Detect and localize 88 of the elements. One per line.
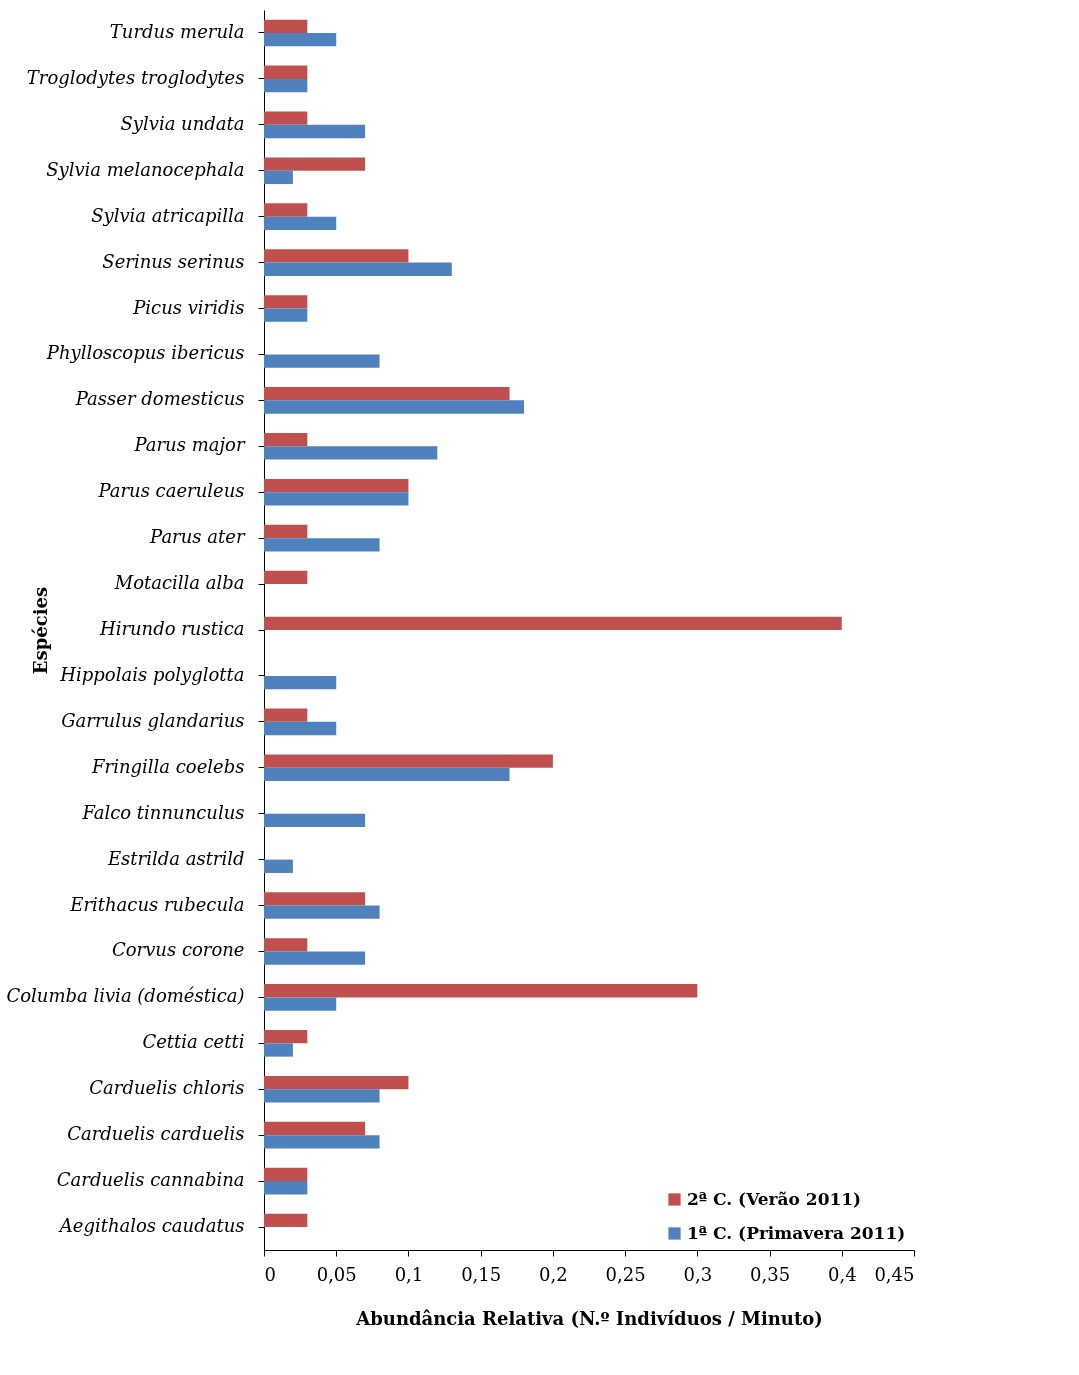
y-tick-label: Motacilla alba xyxy=(113,572,245,594)
bar xyxy=(264,446,438,460)
y-tick-label: Turdus merula xyxy=(109,20,245,42)
bar xyxy=(264,387,510,401)
bar xyxy=(264,19,308,33)
bar xyxy=(264,1121,366,1136)
y-tick-label: Aegithalos caudatus xyxy=(57,1215,245,1237)
y-tick-label: Sylvia melanocephala xyxy=(46,158,245,180)
bar xyxy=(264,892,366,906)
x-tick-label: 0,45 xyxy=(874,1263,915,1285)
y-tick-label: Parus ater xyxy=(149,526,246,548)
bar xyxy=(264,216,337,230)
bar xyxy=(264,295,308,309)
bar xyxy=(264,997,337,1011)
x-tick-label: 0,1 xyxy=(394,1263,424,1285)
bar xyxy=(264,157,366,171)
y-tick-label: Carduelis cannabina xyxy=(56,1169,245,1191)
bar xyxy=(264,432,308,447)
bar xyxy=(264,1030,308,1044)
bar xyxy=(264,78,308,93)
bar xyxy=(264,1167,308,1182)
bar xyxy=(264,354,380,368)
bar xyxy=(264,984,698,998)
x-tick-label: 0,3 xyxy=(683,1263,713,1285)
bar xyxy=(264,570,308,585)
y-tick-label: Troglodytes troglodytes xyxy=(26,66,245,88)
x-tick-label: 0 xyxy=(264,1263,276,1285)
bar xyxy=(264,721,337,736)
y-tick-label: Erithacus rubecula xyxy=(69,893,245,915)
bar xyxy=(264,905,380,919)
y-tick-label: Falco tinnunculus xyxy=(81,801,245,823)
y-tick-label: Corvus corone xyxy=(111,939,245,961)
bar xyxy=(264,170,293,185)
bar xyxy=(264,400,524,414)
x-tick-label: 0,05 xyxy=(316,1263,357,1285)
bar xyxy=(264,1181,308,1195)
bar xyxy=(264,538,380,552)
x-tick-label: 0,2 xyxy=(539,1263,568,1285)
bar xyxy=(264,1213,308,1228)
bar xyxy=(264,951,366,965)
bar xyxy=(264,203,308,217)
bar xyxy=(264,524,308,539)
bar xyxy=(264,1075,409,1090)
bar xyxy=(264,708,308,722)
y-tick-label: Passer domesticus xyxy=(74,388,245,410)
bar xyxy=(264,65,308,79)
bar xyxy=(264,859,293,873)
y-tick-label: Garrulus glandarius xyxy=(61,709,245,731)
y-tick-label: Parus caeruleus xyxy=(97,480,245,502)
y-tick-label: Sylvia undata xyxy=(120,112,245,134)
bar xyxy=(264,492,409,506)
bar xyxy=(264,813,366,828)
bar xyxy=(264,478,409,493)
y-tick-label: Hippolais polyglotta xyxy=(59,663,245,685)
y-tick-label: Hirundo rustica xyxy=(98,618,245,639)
y-tick-label: Fringilla coelebs xyxy=(91,755,245,777)
bar xyxy=(264,675,337,690)
x-tick-label: 0,25 xyxy=(605,1263,646,1285)
y-tick-label: Phylloscopus ibericus xyxy=(45,342,245,364)
x-axis-title: Abundância Relativa (N.º Indivíduos / Minuto) xyxy=(355,1307,823,1329)
bar xyxy=(264,262,452,276)
bar xyxy=(264,1089,380,1103)
bar xyxy=(264,124,366,139)
bar xyxy=(264,1043,293,1057)
y-tick-label: Parus major xyxy=(133,434,246,456)
x-tick-label: 0,35 xyxy=(750,1263,791,1285)
y-tick-label: Sylvia atricapilla xyxy=(91,204,245,226)
bar xyxy=(264,767,510,782)
y-tick-label: Estrilda astrild xyxy=(106,847,245,869)
bar xyxy=(264,32,337,47)
bar xyxy=(264,249,409,263)
bar xyxy=(264,616,842,630)
bar xyxy=(264,308,308,322)
y-tick-label: Serinus serinus xyxy=(102,250,245,272)
y-tick-label: Carduelis carduelis xyxy=(67,1123,245,1145)
x-tick-label: 0,4 xyxy=(827,1263,857,1285)
x-tick-label: 0,15 xyxy=(461,1263,502,1285)
legend-label: 2ª C. (Verão 2011) xyxy=(687,1188,862,1209)
legend-label: 1ª C. (Primavera 2011) xyxy=(687,1222,906,1243)
bar xyxy=(264,1135,380,1149)
y-tick-label: Carduelis chloris xyxy=(89,1077,245,1099)
bar xyxy=(264,754,553,768)
y-tick-label: Picus viridis xyxy=(132,296,245,318)
y-axis-title: Espécies xyxy=(29,586,51,675)
y-tick-label: Cettia cetti xyxy=(142,1031,245,1053)
bar xyxy=(264,111,308,125)
y-tick-label: Columba livia (doméstica) xyxy=(6,985,245,1007)
bar xyxy=(264,938,308,952)
